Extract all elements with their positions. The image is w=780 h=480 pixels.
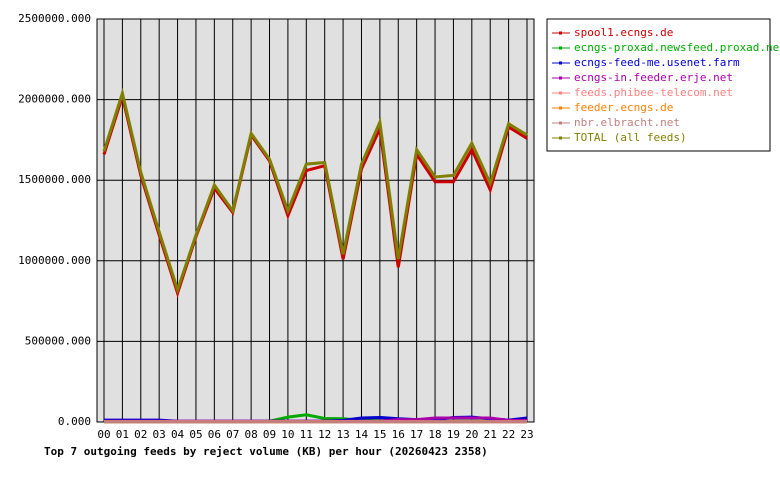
x-tick-label: 08 bbox=[245, 428, 258, 441]
y-tick-label: 500000.000 bbox=[25, 334, 91, 347]
x-tick-label: 00 bbox=[97, 428, 110, 441]
x-tick-label: 06 bbox=[208, 428, 221, 441]
y-tick-label: 0.000 bbox=[58, 415, 91, 428]
legend-marker bbox=[559, 31, 562, 35]
x-tick-label: 04 bbox=[171, 428, 185, 441]
legend-marker bbox=[559, 136, 562, 140]
plot-area bbox=[96, 18, 535, 423]
x-tick-label: 21 bbox=[484, 428, 497, 441]
x-tick-label: 10 bbox=[281, 428, 294, 441]
legend-label: nbr.elbracht.net bbox=[574, 116, 680, 129]
x-tick-label: 17 bbox=[410, 428, 423, 441]
legend-label: ecngs-feed-me.usenet.farm bbox=[574, 56, 740, 69]
x-tick-label: 20 bbox=[465, 428, 478, 441]
x-tick-label: 22 bbox=[502, 428, 515, 441]
x-tick-label: 07 bbox=[226, 428, 239, 441]
legend-label: TOTAL (all feeds) bbox=[574, 131, 687, 144]
legend-marker bbox=[559, 91, 562, 95]
legend-marker bbox=[559, 121, 562, 125]
x-tick-label: 11 bbox=[300, 428, 313, 441]
y-tick-label: 1000000.000 bbox=[18, 254, 91, 267]
legend-label: ecngs-in.feeder.erje.net bbox=[574, 71, 733, 84]
x-tick-label: 23 bbox=[520, 428, 533, 441]
x-tick-label: 03 bbox=[153, 428, 166, 441]
x-tick-label: 12 bbox=[318, 428, 331, 441]
x-tick-label: 18 bbox=[428, 428, 441, 441]
y-tick-label: 2000000.000 bbox=[18, 93, 91, 106]
x-tick-label: 15 bbox=[373, 428, 386, 441]
x-tick-label: 01 bbox=[116, 428, 129, 441]
legend-label: spool1.ecngs.de bbox=[574, 26, 673, 39]
chart-title: Top 7 outgoing feeds by reject volume (K… bbox=[44, 445, 488, 458]
legend-label: feeder.ecngs.de bbox=[574, 101, 673, 114]
x-tick-label: 09 bbox=[263, 428, 276, 441]
legend-marker bbox=[559, 46, 562, 50]
series-line bbox=[102, 87, 528, 295]
x-tick-label: 02 bbox=[134, 428, 147, 441]
legend-box bbox=[546, 18, 771, 152]
x-tick-label: 05 bbox=[189, 428, 202, 441]
legend-label: ecngs-proxad.newsfeed.proxad.net bbox=[574, 41, 780, 54]
y-tick-label: 1500000.000 bbox=[18, 173, 91, 186]
legend-marker bbox=[559, 76, 562, 80]
x-tick-label: 13 bbox=[336, 428, 349, 441]
legend-label: feeds.phibee-telecom.net bbox=[574, 86, 733, 99]
legend-marker bbox=[559, 106, 562, 110]
x-tick-label: 19 bbox=[447, 428, 460, 441]
legend-marker bbox=[559, 61, 562, 65]
y-tick-label: 2500000.000 bbox=[18, 12, 91, 25]
x-tick-label: 16 bbox=[392, 428, 405, 441]
x-tick-label: 14 bbox=[355, 428, 369, 441]
